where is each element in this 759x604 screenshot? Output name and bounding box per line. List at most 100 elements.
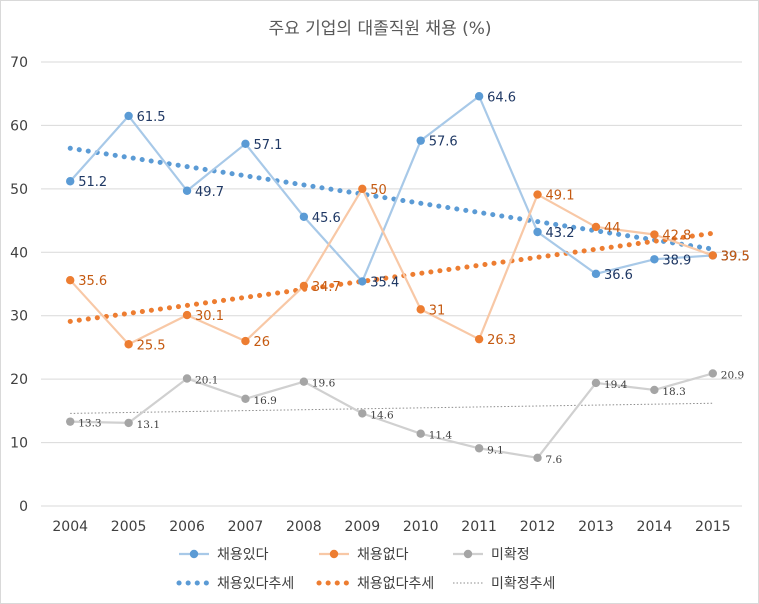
- data-point: [650, 230, 659, 239]
- data-point: [358, 409, 367, 418]
- series-line: [70, 372, 714, 459]
- x-tick-label: 2012: [520, 519, 556, 535]
- data-point: [182, 310, 192, 320]
- data-point: [650, 385, 659, 395]
- trendline: [67, 230, 716, 324]
- data-label: 25.5: [137, 338, 166, 353]
- data-point: [474, 334, 484, 344]
- x-tick-label: 2013: [578, 519, 614, 535]
- data-labels: 51.2 61.5 49.7 57.1 45.6 35.4 57.6 64.6 43.2 36.6…: [78, 90, 750, 466]
- data-point: [474, 92, 484, 101]
- data-label: 26: [253, 335, 270, 350]
- data-label: 18.3: [662, 386, 685, 398]
- data-label: 9.1: [487, 444, 504, 456]
- data-label: 13.1: [137, 419, 160, 431]
- data-series: [66, 92, 717, 462]
- data-point: [299, 377, 309, 386]
- data-label: 36.6: [604, 268, 633, 283]
- data-point: [591, 269, 601, 279]
- data-point: [708, 251, 717, 260]
- data-point: [241, 336, 250, 346]
- trendline: [67, 145, 716, 252]
- data-label: 42.8: [662, 229, 691, 244]
- gridlines: [41, 61, 742, 507]
- data-label: 57.6: [429, 135, 458, 150]
- data-point: [182, 374, 192, 383]
- legend-marker: [189, 549, 199, 559]
- data-point: [124, 340, 133, 349]
- x-tick-label: 2011: [461, 519, 497, 535]
- data-point: [241, 394, 250, 404]
- data-label: 49.7: [195, 185, 224, 200]
- data-label: 44: [604, 221, 621, 236]
- x-tick-label: 2006: [169, 519, 205, 535]
- data-point: [124, 111, 133, 121]
- data-point: [591, 378, 601, 388]
- y-tick-label: 0: [19, 499, 28, 515]
- data-point: [416, 305, 425, 314]
- data-label: 14.6: [370, 409, 394, 421]
- data-point: [299, 212, 309, 221]
- x-axis-ticks: 2004 2005 2006 2007 2008 2009 2010 2011 2012 2013…: [52, 519, 730, 535]
- data-point: [533, 190, 542, 199]
- legend-marker: [463, 549, 473, 559]
- data-label: 13.3: [78, 418, 101, 430]
- data-point: [66, 417, 75, 426]
- data-label: 64.6: [487, 90, 516, 105]
- data-point: [358, 277, 367, 286]
- data-label: 45.6: [312, 211, 341, 226]
- data-point: [66, 275, 75, 285]
- data-point: [416, 429, 425, 438]
- data-label: 39.5: [721, 249, 750, 264]
- y-tick-label: 60: [10, 118, 28, 134]
- data-label: 19.4: [604, 379, 628, 391]
- data-label: 49.1: [546, 189, 575, 204]
- x-tick-label: 2009: [344, 519, 380, 535]
- data-label: 30.1: [195, 309, 224, 324]
- data-point: [708, 369, 717, 378]
- legend-label: 채용있다: [217, 547, 269, 563]
- x-tick-label: 2008: [286, 519, 322, 535]
- data-label: 16.9: [253, 395, 276, 407]
- data-label: 26.3: [487, 333, 516, 348]
- trendline: [70, 402, 713, 414]
- data-label: 11.4: [429, 430, 453, 442]
- y-tick-label: 30: [10, 309, 28, 325]
- legend-label: 미확정추세: [491, 576, 555, 592]
- legend-label: 채용있다추세: [217, 576, 294, 592]
- data-label: 7.6: [546, 454, 563, 466]
- legend-label: 채용없다: [357, 547, 409, 563]
- x-tick-label: 2004: [52, 519, 88, 535]
- data-point: [474, 444, 484, 453]
- data-point: [416, 136, 425, 145]
- data-label: 19.6: [312, 378, 336, 390]
- x-tick-label: 2010: [403, 519, 439, 535]
- y-axis-ticks: 0 10 20 30 40 50 60 70: [10, 55, 28, 515]
- data-label: 38.9: [662, 253, 691, 268]
- y-tick-label: 20: [10, 372, 28, 388]
- y-tick-label: 40: [10, 245, 28, 261]
- data-label: 51.2: [78, 175, 107, 190]
- legend-marker: [329, 549, 339, 559]
- data-label: 34.7: [312, 280, 341, 295]
- legend-label: 채용없다추세: [357, 576, 434, 592]
- data-label: 57.1: [253, 138, 282, 153]
- x-tick-label: 2007: [228, 519, 264, 535]
- data-label: 39.5: [721, 249, 750, 264]
- data-point: [241, 139, 250, 149]
- data-point: [533, 227, 542, 237]
- trendlines: [67, 145, 716, 414]
- data-point: [533, 453, 542, 462]
- data-label: 61.5: [137, 110, 166, 125]
- data-point: [591, 222, 601, 232]
- data-label: 20.1: [195, 375, 218, 387]
- data-label: 31: [429, 303, 446, 318]
- data-label: 20.9: [721, 369, 744, 381]
- data-label: 50: [370, 183, 387, 198]
- data-point: [66, 177, 75, 186]
- series-line: [69, 95, 713, 283]
- data-point: [358, 184, 367, 194]
- data-label: 35.4: [370, 275, 399, 290]
